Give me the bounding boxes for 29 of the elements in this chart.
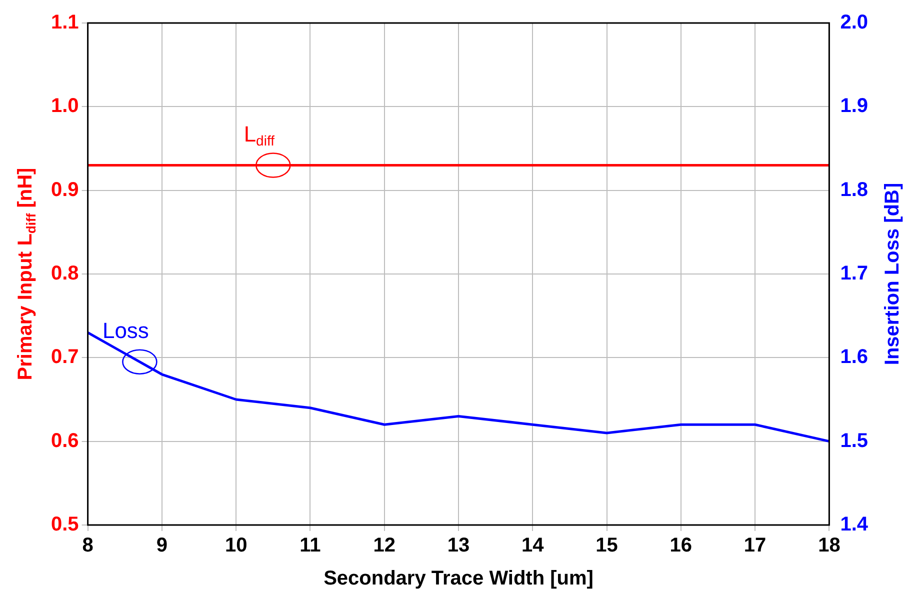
y2-tick-label: 2.0	[840, 12, 868, 34]
y-tick-label: 0.9	[50, 178, 79, 201]
x-tick-label: 8	[82, 534, 94, 557]
y-tick-label: 1.0	[50, 95, 79, 118]
y-tick-label: 0.5	[50, 514, 79, 536]
x-tick-label: 15	[596, 534, 618, 557]
x-tick-label: 12	[373, 534, 396, 557]
x-tick-label: 13	[447, 534, 470, 557]
y-axis-title: Primary Input Ldiff [nH]	[14, 168, 39, 380]
x-tick-label: 17	[744, 534, 766, 557]
x-tick-label: 18	[818, 534, 840, 557]
y2-tick-label: 1.8	[840, 178, 868, 201]
y-tick-label: 0.7	[50, 346, 79, 368]
annotation: Loss	[102, 318, 149, 343]
y2-tick-label: 1.6	[840, 346, 868, 368]
x-tick-label: 16	[670, 534, 692, 557]
y2-tick-label: 1.9	[840, 95, 868, 118]
y-tick-label: 1.1	[50, 12, 79, 34]
y-tick-label: 0.8	[50, 262, 79, 285]
x-tick-label: 10	[224, 534, 248, 557]
x-tick-label: 11	[300, 534, 321, 557]
y2-tick-label: 1.5	[840, 430, 868, 452]
x-tick-label: 9	[156, 534, 168, 557]
x-axis-title: Secondary Trace Width [um]	[324, 568, 594, 590]
y-tick-label: 0.6	[50, 430, 79, 452]
y2-axis-title: Insertion Loss [dB]	[882, 182, 904, 366]
y2-tick-label: 1.7	[840, 262, 868, 285]
y2-tick-label: 1.4	[840, 514, 869, 536]
x-tick-label: 14	[522, 534, 545, 557]
